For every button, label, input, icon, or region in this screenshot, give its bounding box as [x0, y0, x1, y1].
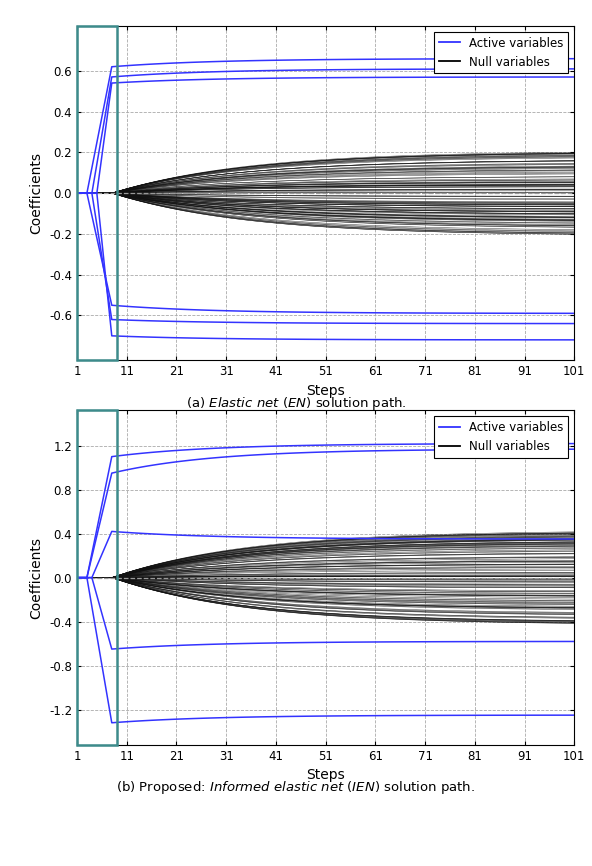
Text: (a) $\mathit{Elastic\ net\ (EN)}$ solution path.: (a) $\mathit{Elastic\ net\ (EN)}$ soluti…	[186, 395, 406, 412]
Legend: Active variables, Null variables: Active variables, Null variables	[434, 417, 568, 458]
Bar	[77, 410, 117, 745]
Y-axis label: Coefficients: Coefficients	[30, 152, 44, 234]
Legend: Active variables, Null variables: Active variables, Null variables	[434, 32, 568, 74]
Bar	[77, 26, 117, 360]
X-axis label: Steps: Steps	[306, 768, 345, 782]
Text: (b) Proposed: $\mathit{Informed\ elastic\ net\ (IEN)}$ solution path.: (b) Proposed: $\mathit{Informed\ elastic…	[117, 779, 475, 797]
X-axis label: Steps: Steps	[306, 384, 345, 397]
Y-axis label: Coefficients: Coefficients	[30, 537, 43, 618]
